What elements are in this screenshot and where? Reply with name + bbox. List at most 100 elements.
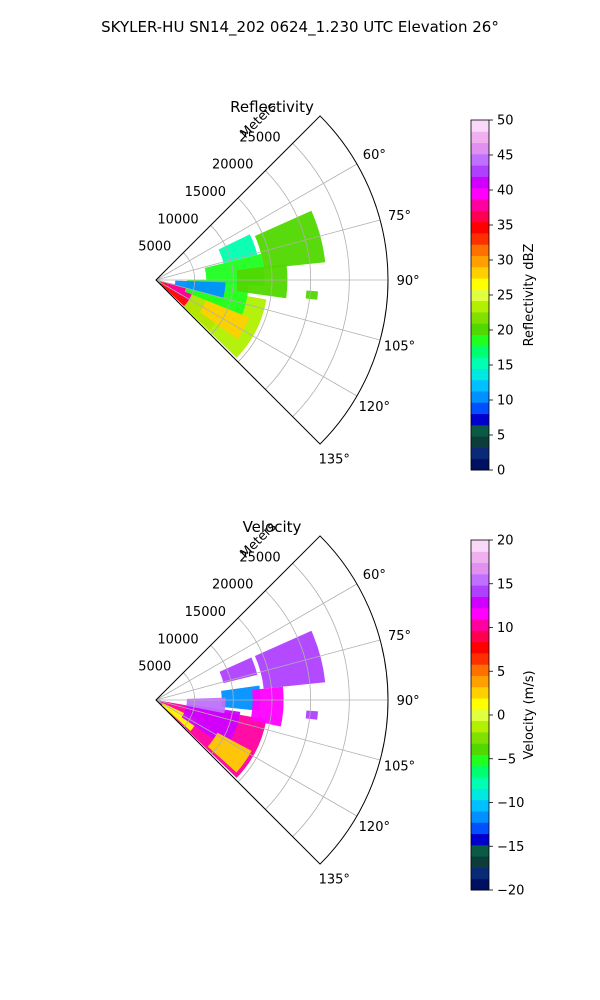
angular-gridline [155, 163, 358, 281]
echo-region [236, 263, 288, 299]
colorbar-segment [471, 720, 489, 733]
angular-gridline [155, 219, 381, 281]
angle-tick-label: 105° [384, 339, 415, 354]
radial-tick-label: 15000 [185, 185, 226, 200]
angular-gridline [155, 583, 358, 701]
radial-tick-label: 25000 [239, 550, 280, 565]
angle-tick-label: 120° [359, 820, 390, 835]
colorbar-segment [471, 856, 489, 868]
colorbar-segment [471, 551, 489, 564]
echo-region [161, 703, 199, 732]
colorbar-segment [471, 698, 489, 710]
velocity-panel: Velocity 60° 75° 90° 105° 120° 135° 5000 10000 15… [138, 518, 537, 899]
angle-tick-label: 135° [319, 872, 350, 887]
echo-region [254, 210, 326, 269]
colorbar-segment [471, 120, 489, 132]
colorbar-segment [471, 777, 489, 789]
radial-tick-label: 15000 [185, 605, 226, 620]
angle-tick-label: 135° [319, 452, 350, 467]
colorbar-tick-label: 50 [497, 114, 514, 129]
colorbar-tick-label: −5 [497, 752, 516, 767]
colorbar-segment [471, 221, 489, 234]
colorbar-segment [471, 833, 489, 846]
angle-tick-label: 105° [384, 759, 415, 774]
panel-title: Velocity [243, 518, 302, 536]
echo-region [305, 290, 319, 300]
colorbar-segment [471, 436, 489, 448]
sector-frame [155, 115, 389, 445]
colorbar-tick-label: 0 [497, 464, 505, 479]
colorbar-segment [471, 300, 489, 313]
radial-tick-label: 5000 [138, 660, 171, 675]
colorbar-segment [471, 562, 489, 575]
angular-gridline [155, 279, 381, 341]
sector-frame [155, 535, 389, 865]
colorbar-tick-label: 35 [497, 219, 514, 234]
colorbar-segment [471, 345, 489, 358]
colorbar-segment [471, 619, 489, 631]
colorbar-tick-label: 5 [497, 429, 505, 444]
echo-field [158, 630, 326, 778]
colorbar-tick-label: 20 [497, 324, 514, 339]
figure-title: SKYLER-HU SN14_202 0624_1.230 UTC Elevat… [101, 18, 499, 37]
colorbar-segment [471, 844, 489, 857]
colorbar-segment [471, 131, 489, 144]
angle-tick-label: 90° [397, 694, 420, 709]
colorbar-tick-label: 40 [497, 184, 514, 199]
colorbar-tick-label: 10 [497, 621, 514, 636]
angular-gridline [155, 699, 381, 761]
colorbar-segment [471, 799, 489, 812]
colorbar-segment [471, 573, 489, 586]
echo-region [186, 697, 226, 714]
colorbar-segment [471, 743, 489, 756]
colorbar-segment [471, 878, 489, 891]
colorbar-segment [471, 278, 489, 290]
echo-region [250, 686, 284, 727]
colorbar-label: Reflectivity dBZ [522, 244, 537, 347]
echo-region [207, 732, 252, 773]
panel-title: Reflectivity [230, 98, 314, 116]
radial-tick-label: 10000 [157, 632, 198, 647]
colorbar-segment [471, 266, 489, 279]
colorbar-segment [471, 686, 489, 699]
colorbar-segment [471, 390, 489, 403]
colorbar-segment [471, 379, 489, 392]
colorbar-segment [471, 187, 489, 200]
echo-region [218, 234, 258, 264]
colorbar-segment [471, 323, 489, 336]
colorbar-tick-label: 45 [497, 149, 514, 164]
colorbar: 0 5 10 15 20 25 30 35 40 45 50 Reflectivity dBZ [470, 114, 537, 479]
colorbar-tick-label: −15 [497, 840, 524, 855]
colorbar-segment [471, 368, 489, 381]
colorbar-tick-label: −10 [497, 796, 524, 811]
colorbar-tick-label: 15 [497, 359, 514, 374]
colorbar: −20 −15 −10 −5 0 5 10 15 20 Velocity (m/s) [470, 534, 537, 899]
angular-gridline [155, 639, 381, 701]
echo-region [181, 704, 241, 748]
colorbar-segment [471, 458, 489, 471]
colorbar-segment [471, 731, 489, 744]
colorbar-segment [471, 289, 489, 302]
colorbar-segment [471, 357, 489, 369]
colorbar-segment [471, 255, 489, 268]
colorbar-tick-label: 10 [497, 394, 514, 409]
colorbar-segment [471, 630, 489, 643]
colorbar-tick-label: 25 [497, 289, 514, 304]
echo-region [305, 710, 319, 720]
echo-region [254, 630, 326, 689]
echo-region [221, 685, 261, 711]
colorbar-tick-label: −20 [497, 884, 524, 899]
echo-region [219, 657, 258, 684]
angle-tick-label: 60° [363, 148, 386, 163]
colorbar-segment [471, 810, 489, 823]
radial-tick-label: 5000 [138, 240, 171, 255]
radial-tick-label: 20000 [212, 158, 253, 173]
colorbar-segment [471, 641, 489, 654]
colorbar-segment [471, 424, 489, 437]
colorbar-segment [471, 153, 489, 166]
colorbar-segment [471, 867, 489, 880]
radial-tick-label: 25000 [239, 130, 280, 145]
colorbar-segment [471, 413, 489, 426]
colorbar-segment [471, 165, 489, 177]
colorbar-segment [471, 540, 489, 552]
